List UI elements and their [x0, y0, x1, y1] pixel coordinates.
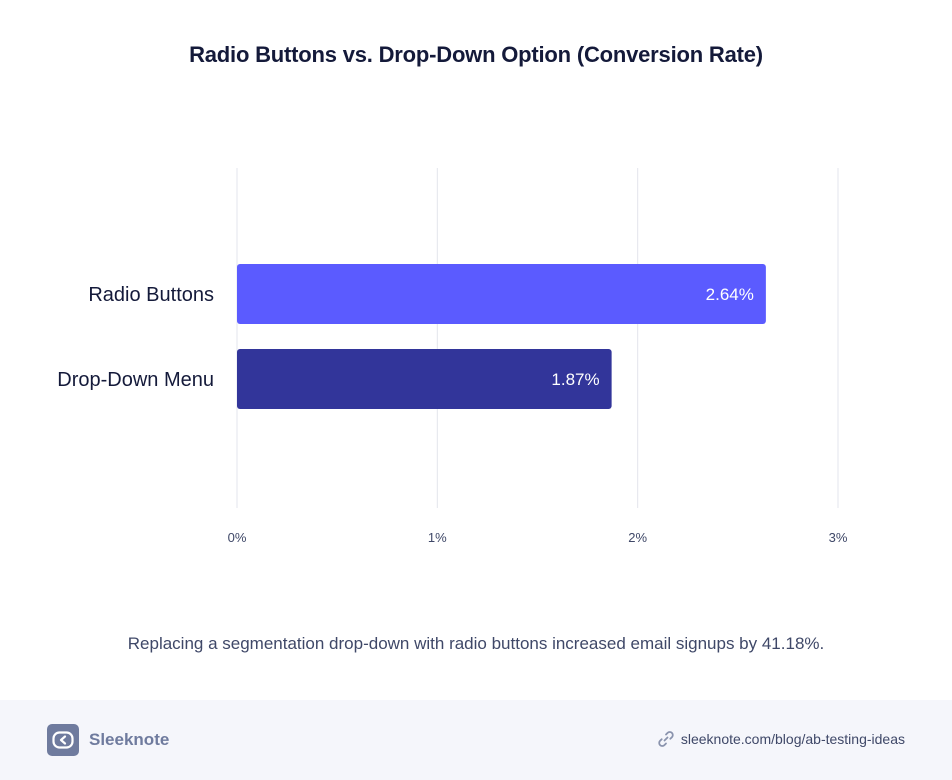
sleeknote-logo-icon [47, 724, 79, 756]
x-tick-label: 3% [829, 530, 848, 545]
chart-title: Radio Buttons vs. Drop-Down Option (Conv… [189, 42, 763, 67]
bar-drop-down-menu [237, 349, 612, 409]
source-url: sleeknote.com/blog/ab-testing-ideas [680, 731, 905, 747]
source-link[interactable]: sleeknote.com/blog/ab-testing-ideas [657, 730, 905, 748]
link-icon [657, 730, 675, 748]
category-label: Drop-Down Menu [57, 369, 214, 391]
chart-caption: Replacing a segmentation drop-down with … [127, 634, 825, 653]
brand[interactable]: Sleeknote [47, 724, 169, 756]
x-tick-label: 1% [428, 530, 447, 545]
x-tick-label: 2% [628, 530, 647, 545]
bar-radio-buttons [237, 264, 766, 324]
data-label: 1.87% [551, 370, 599, 389]
category-label: Radio Buttons [88, 284, 214, 306]
x-tick-label: 0% [228, 530, 247, 545]
footer: Sleeknote sleeknote.com/blog/ab-testing-… [0, 700, 952, 780]
brand-name: Sleeknote [89, 730, 170, 749]
data-label: 2.64% [706, 285, 754, 304]
bar-chart: 0% 1% 2% 3% Radio Buttons 2.64% Drop-Down Menu… [57, 168, 848, 545]
